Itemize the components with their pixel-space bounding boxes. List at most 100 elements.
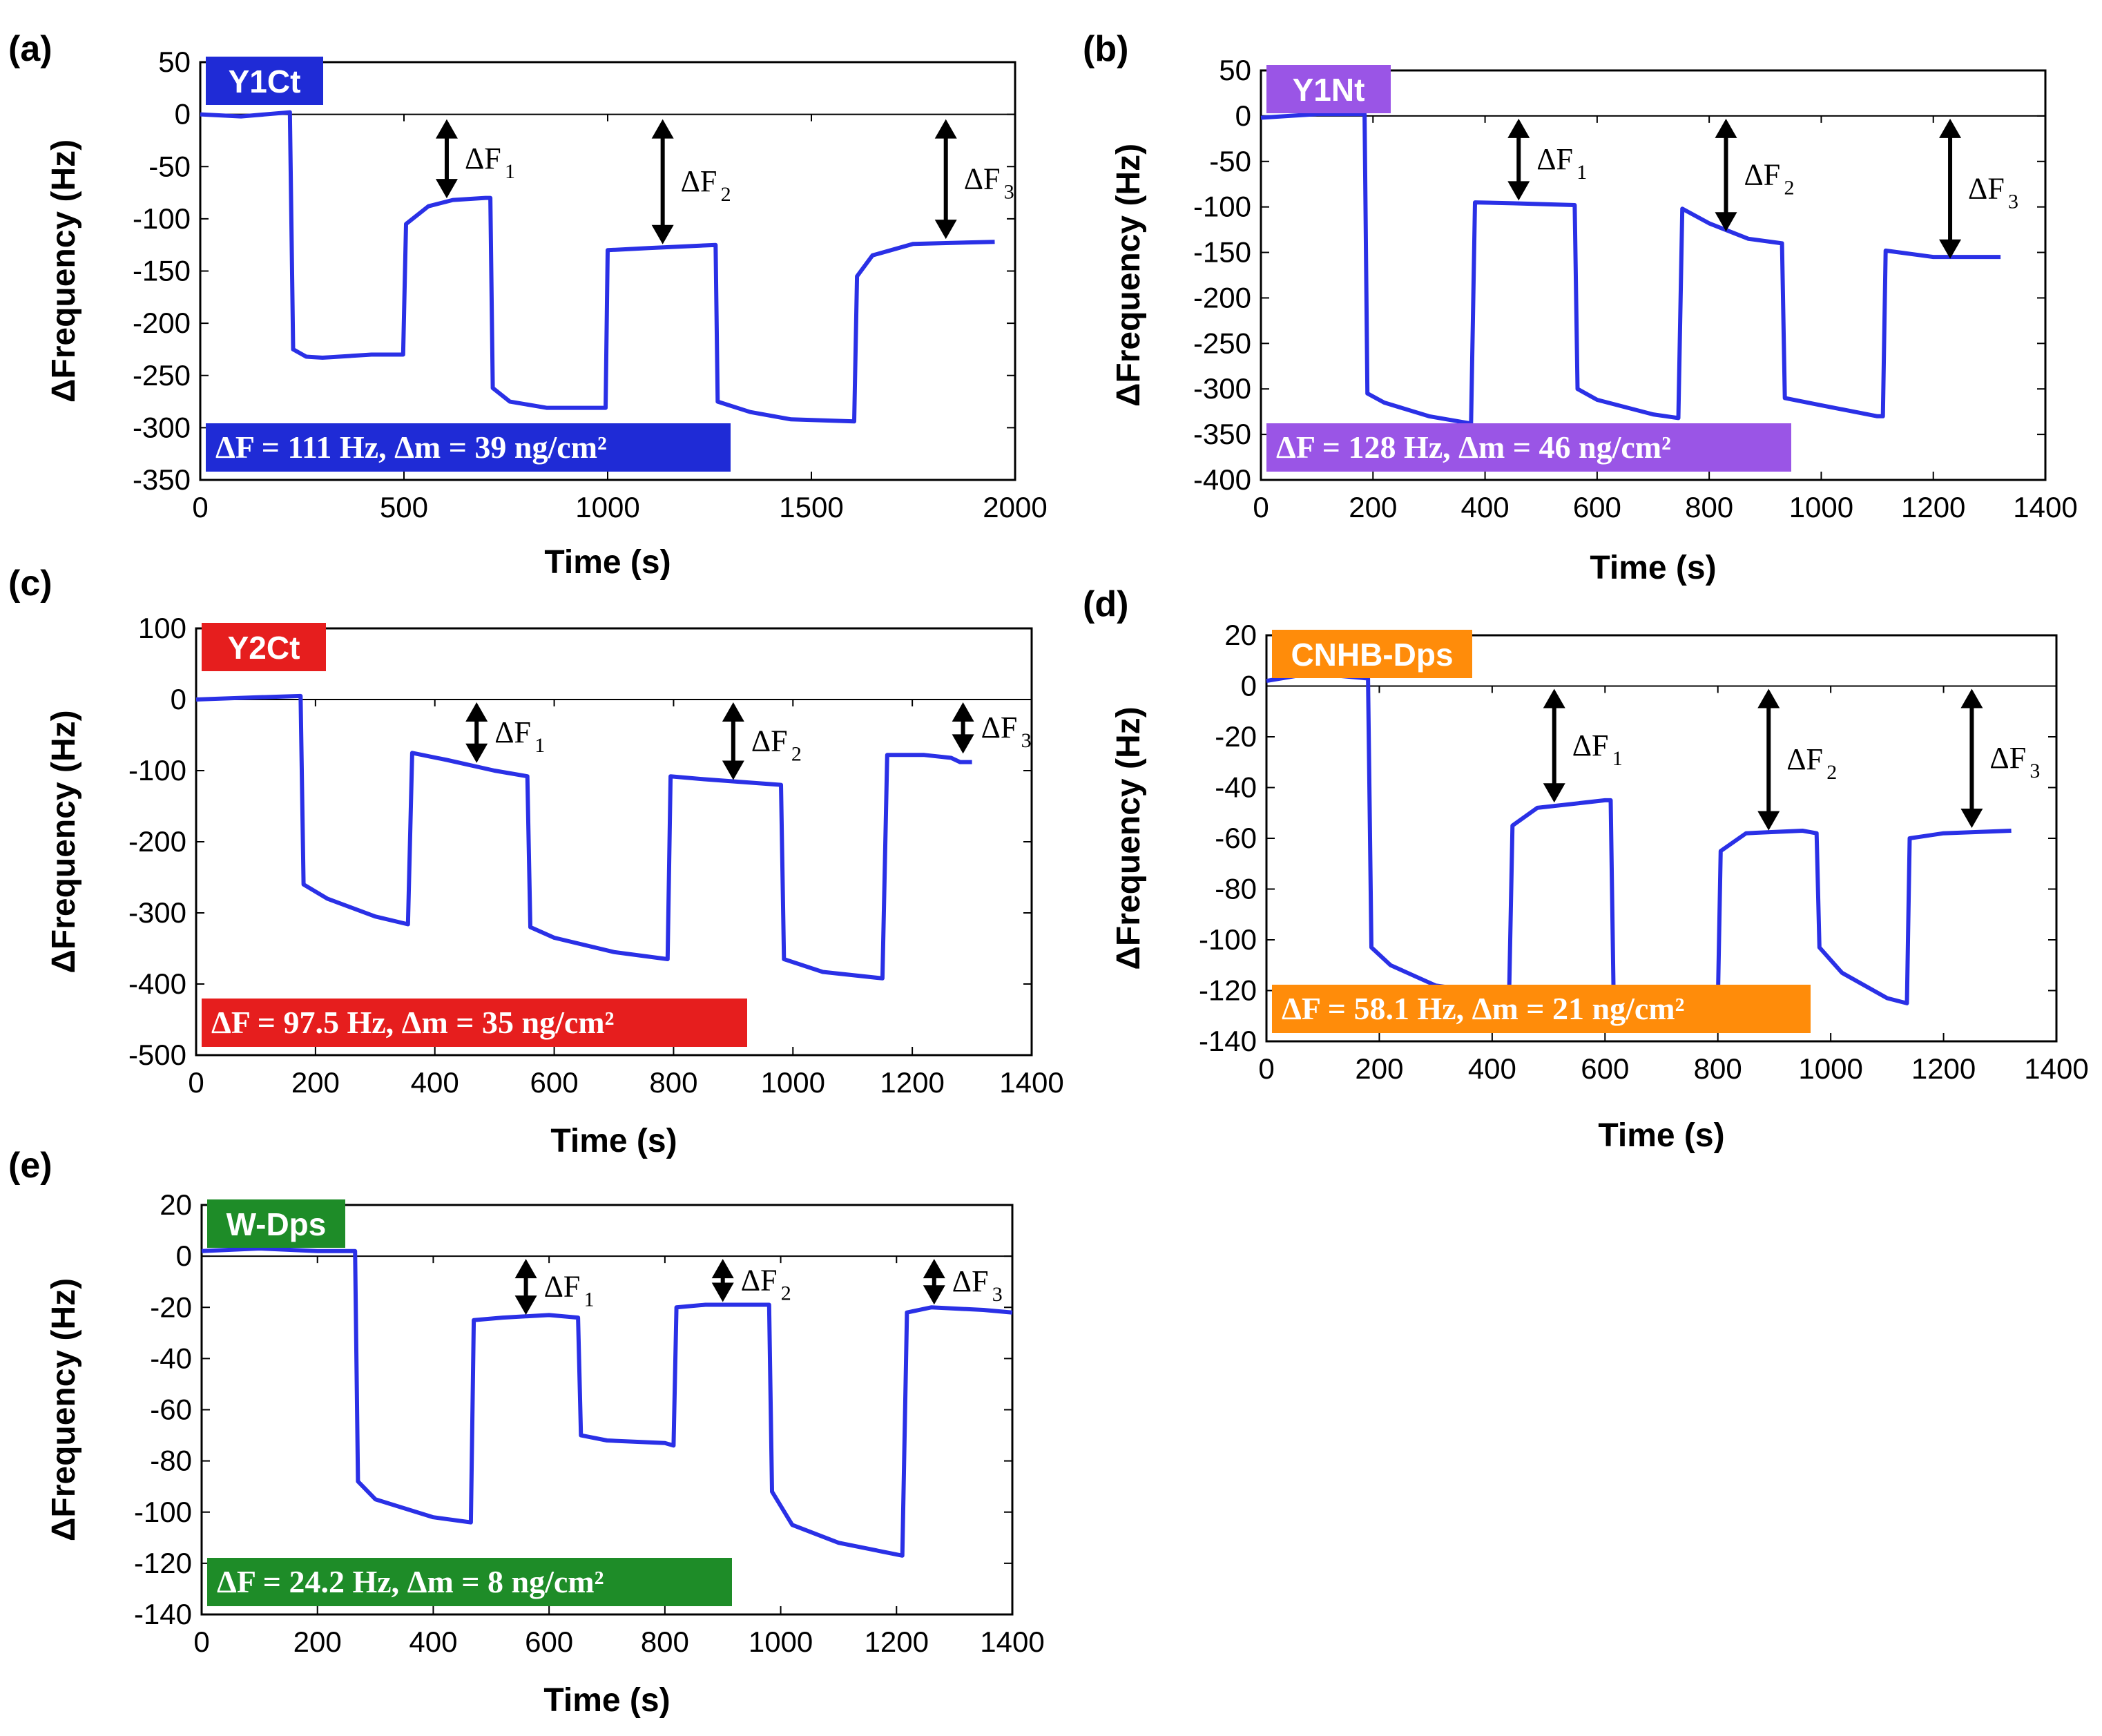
- delta-label: ΔF: [1744, 158, 1780, 192]
- delta-subscript: 2: [1784, 177, 1794, 200]
- x-tick-label: 1200: [865, 1626, 929, 1658]
- y-tick-label: -200: [133, 307, 191, 339]
- x-tick-label: 1000: [1789, 491, 1853, 523]
- delta-label: ΔF: [1989, 741, 2026, 775]
- delta-subscript: 3: [2008, 190, 2018, 213]
- sample-tag-label: Y1Nt: [1293, 72, 1365, 108]
- y-tick-label: -20: [1215, 720, 1257, 753]
- plot-frame: [1260, 69, 2047, 481]
- x-tick-label: 600: [1573, 491, 1621, 523]
- x-axis-title: Time (s): [544, 544, 671, 581]
- y-tick-label: -60: [1215, 822, 1257, 854]
- x-tick-label: 600: [530, 1066, 579, 1099]
- delta-label: ΔF: [741, 1263, 778, 1297]
- y-tick-label: -250: [1193, 327, 1251, 359]
- series-line: [1260, 112, 2001, 426]
- panel-label: (a): [8, 29, 52, 69]
- arrowhead: [1543, 688, 1565, 708]
- x-axis-title: Time (s): [550, 1123, 677, 1159]
- delta-label: ΔF: [1786, 742, 1823, 776]
- arrowhead: [514, 1259, 537, 1279]
- arrowhead: [923, 1285, 945, 1305]
- x-tick-label: 400: [1461, 491, 1510, 523]
- chart-panel: (e)200-20-40-60-80-100-120-1400 200 400 600…: [8, 1146, 1045, 1719]
- x-tick-label: 800: [641, 1626, 689, 1658]
- sample-tag-label: Y2Ct: [228, 630, 300, 666]
- x-axis-title: Time (s): [1598, 1117, 1724, 1154]
- arrowhead: [1715, 212, 1737, 232]
- x-tick-label: 0: [188, 1066, 204, 1099]
- arrowhead: [711, 1259, 734, 1279]
- x-tick-label: 200: [1355, 1052, 1403, 1085]
- y-tick-label: -500: [128, 1039, 186, 1071]
- x-axis-title: Time (s): [543, 1682, 670, 1719]
- x-tick-label: 200: [293, 1626, 342, 1658]
- arrowhead: [934, 220, 957, 240]
- delta-subscript: 3: [2029, 760, 2040, 782]
- delta-subscript: 3: [1004, 180, 1014, 203]
- delta-subscript: 1: [534, 734, 545, 757]
- y-tick-label: -350: [1193, 418, 1251, 450]
- series-line: [201, 1246, 1013, 1558]
- y-tick-label: -150: [133, 255, 191, 287]
- y-tick-label: 50: [1219, 54, 1251, 86]
- x-tick-label: 800: [649, 1066, 697, 1099]
- delta-label: ΔF: [681, 164, 717, 198]
- x-tick-label: 500: [380, 491, 428, 523]
- panel-label: (e): [8, 1146, 52, 1186]
- result-box-label: ΔF = 24.2 Hz, Δm = 8 ng/cm²: [217, 1564, 604, 1599]
- y-tick-label: -100: [134, 1496, 192, 1528]
- delta-subscript: 2: [1826, 761, 1837, 784]
- plot-frame: [195, 627, 1033, 1057]
- y-tick-label: -80: [1215, 873, 1257, 905]
- sample-tag-label: W-Dps: [226, 1206, 327, 1242]
- x-tick-label: 800: [1685, 491, 1733, 523]
- arrowhead: [711, 1282, 734, 1302]
- result-box: [206, 423, 731, 472]
- delta-label: ΔF: [544, 1270, 581, 1304]
- x-axis-title: Time (s): [1590, 550, 1716, 586]
- y-tick-label: -100: [1199, 923, 1257, 956]
- y-tick-label: 0: [1241, 670, 1257, 702]
- x-tick-label: 1400: [980, 1626, 1044, 1658]
- result-box: [1272, 985, 1811, 1033]
- plot-frame: [1265, 634, 2058, 1043]
- sample-tag-label: CNHB-Dps: [1291, 637, 1453, 673]
- y-axis-title: ΔFrequency (Hz): [1110, 706, 1147, 970]
- y-tick-label: -200: [1193, 281, 1251, 314]
- arrowhead: [1715, 118, 1737, 138]
- delta-label: ΔF: [964, 162, 1001, 195]
- y-tick-label: -400: [128, 967, 186, 1000]
- delta-label: ΔF: [1572, 729, 1609, 762]
- arrowhead: [1939, 118, 1962, 138]
- result-box: [207, 1558, 732, 1606]
- y-tick-label: -100: [128, 754, 186, 787]
- y-tick-label: -80: [150, 1445, 192, 1477]
- x-tick-label: 400: [411, 1066, 459, 1099]
- sample-tag: [206, 57, 323, 105]
- sample-tag: [1266, 65, 1391, 113]
- arrowhead: [435, 179, 458, 199]
- y-tick-label: -140: [134, 1598, 192, 1630]
- x-tick-label: 0: [192, 491, 208, 523]
- y-tick-label: -300: [133, 411, 191, 443]
- x-tick-label: 200: [1349, 491, 1397, 523]
- y-tick-label: 20: [160, 1188, 192, 1221]
- y-tick-label: 0: [1235, 99, 1251, 132]
- delta-label: ΔF: [1968, 171, 2005, 205]
- x-tick-label: 0: [1258, 1052, 1274, 1085]
- arrowhead: [514, 1295, 537, 1315]
- x-tick-label: 1000: [749, 1626, 813, 1658]
- y-tick-label: 0: [175, 98, 191, 131]
- x-tick-label: 1200: [880, 1066, 944, 1099]
- sample-tag-label: Y1Ct: [229, 64, 301, 99]
- y-tick-label: -100: [1193, 191, 1251, 223]
- x-tick-label: 1200: [1901, 491, 1965, 523]
- y-tick-label: -50: [148, 150, 191, 182]
- delta-subscript: 1: [1576, 161, 1587, 184]
- x-tick-label: 1400: [999, 1066, 1063, 1099]
- y-tick-label: -300: [1193, 372, 1251, 405]
- arrowhead: [934, 119, 957, 139]
- y-tick-label: -140: [1199, 1025, 1257, 1057]
- x-tick-label: 1000: [1798, 1052, 1862, 1085]
